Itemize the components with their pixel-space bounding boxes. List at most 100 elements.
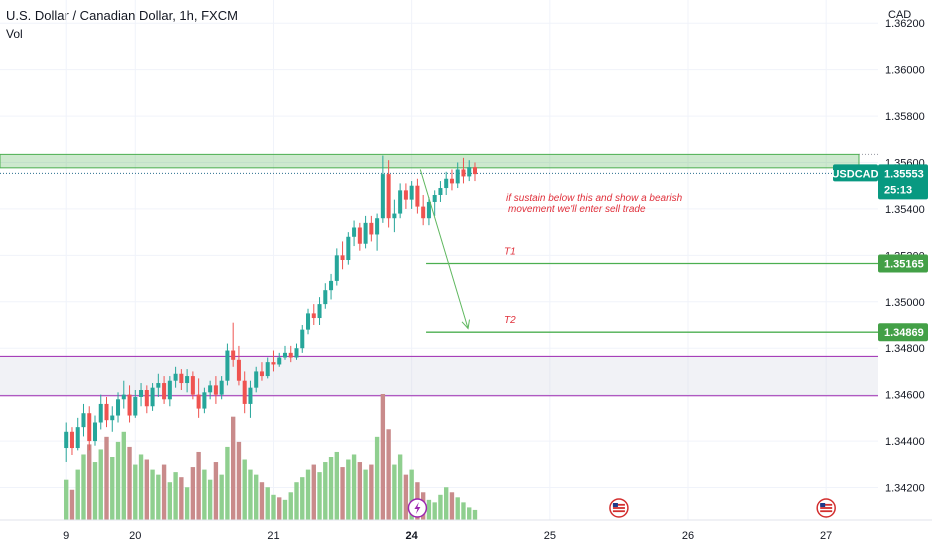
- volume-bar: [467, 507, 472, 520]
- candle-body: [306, 313, 311, 330]
- countdown-text: 25:13: [884, 184, 912, 196]
- volume-bar: [236, 441, 242, 520]
- candle-body: [311, 313, 316, 319]
- candle-body: [116, 399, 121, 416]
- candle-body: [277, 357, 282, 365]
- volume-bar: [184, 487, 190, 520]
- volume-bar: [282, 499, 288, 520]
- volume-bar: [173, 472, 178, 520]
- candle-body: [375, 218, 380, 235]
- candle-body: [167, 380, 172, 400]
- candle-body: [329, 280, 334, 291]
- candle-body: [334, 255, 339, 281]
- candle-body: [288, 352, 293, 358]
- volume-bar: [75, 469, 80, 520]
- candle-body: [357, 227, 362, 244]
- volume-bar: [190, 467, 196, 520]
- candle-body: [386, 174, 391, 219]
- candle-body: [242, 380, 247, 404]
- price-tick: 1.34200: [885, 483, 925, 495]
- price-tick: 1.35800: [885, 111, 925, 123]
- volume-bar: [271, 494, 276, 520]
- candle-body: [248, 387, 253, 404]
- time-tick: 21: [267, 530, 279, 542]
- volume-bar: [449, 492, 455, 520]
- volume-bar: [98, 449, 103, 520]
- candle-body: [231, 350, 236, 360]
- candle-body: [121, 394, 126, 400]
- volume-bar: [161, 464, 167, 520]
- time-axis[interactable]: 9 20 21 24 25 26 27: [0, 519, 932, 542]
- volume-bar: [351, 454, 357, 520]
- symbol-tag-text: USDCAD: [831, 168, 878, 180]
- support-zone: [0, 356, 878, 396]
- current-price-tag: [878, 164, 928, 200]
- volume-label[interactable]: Vol: [6, 27, 23, 41]
- candle-body: [87, 413, 92, 442]
- symbol-tag: [833, 164, 878, 182]
- candle-body: [64, 431, 69, 449]
- event-markers[interactable]: [407, 498, 836, 518]
- candle-body: [472, 167, 477, 175]
- volume-bar: [317, 472, 322, 520]
- volume-bar: [305, 469, 311, 520]
- volume-bar: [265, 487, 270, 520]
- price-tick: 1.34400: [885, 436, 925, 448]
- candle-body: [225, 350, 230, 381]
- price-tick: 1.36200: [885, 18, 925, 30]
- volume-bar: [334, 451, 339, 520]
- time-tick: 9: [63, 530, 69, 542]
- target-label: T2: [504, 315, 516, 326]
- volume-bar: [369, 464, 374, 520]
- candle-body: [179, 373, 184, 384]
- volume-bar: [432, 502, 437, 520]
- candle-body: [369, 222, 374, 235]
- target-price-tag: [878, 323, 928, 342]
- time-tick: 25: [544, 530, 556, 542]
- candle-body: [144, 390, 149, 407]
- candle-body: [190, 376, 195, 395]
- target-lines[interactable]: T1 T2: [426, 246, 878, 333]
- projection-arrow: [419, 169, 469, 329]
- candle-body: [352, 227, 357, 237]
- candle-body: [323, 290, 328, 305]
- candle-body: [265, 362, 270, 377]
- price-tags: USDCAD 1.35553 25:13 1.35165 1.34869: [831, 164, 928, 342]
- target-price-text: 1.34869: [884, 327, 924, 339]
- candle-body: [421, 206, 426, 219]
- volume-bar: [323, 462, 328, 520]
- candle-body: [398, 190, 403, 214]
- flag-stripe: [820, 507, 833, 509]
- candle-body: [294, 348, 299, 358]
- volume-bar: [127, 446, 132, 520]
- candle-body: [380, 174, 385, 219]
- time-tick: 27: [820, 530, 832, 542]
- volume-bar: [392, 464, 397, 520]
- flag-stripe: [820, 503, 833, 506]
- volume-bar: [133, 464, 138, 520]
- volume-bar: [225, 446, 230, 520]
- annotation-text: if sustain below this and show a bearish: [506, 193, 683, 204]
- candle-body: [92, 422, 98, 442]
- volume-bar: [363, 469, 368, 520]
- candle-body: [409, 185, 414, 200]
- candle-body: [444, 178, 449, 189]
- volume-bar: [248, 469, 253, 520]
- candle-body: [392, 213, 397, 219]
- candle-body: [185, 376, 190, 384]
- volume-bar: [213, 462, 219, 520]
- target-label: T1: [504, 246, 516, 257]
- volume-bar: [444, 487, 449, 520]
- volume-bar: [242, 459, 247, 520]
- candle-body: [208, 385, 213, 393]
- volume-bar: [461, 502, 466, 520]
- candle-body: [150, 387, 155, 407]
- volume-bar: [219, 474, 224, 520]
- candle-body: [196, 394, 201, 409]
- grid: [0, 0, 878, 520]
- volume-bar: [294, 482, 299, 520]
- volume-bar: [202, 469, 207, 520]
- volume-bar: [277, 497, 282, 520]
- volume-bar: [156, 474, 161, 520]
